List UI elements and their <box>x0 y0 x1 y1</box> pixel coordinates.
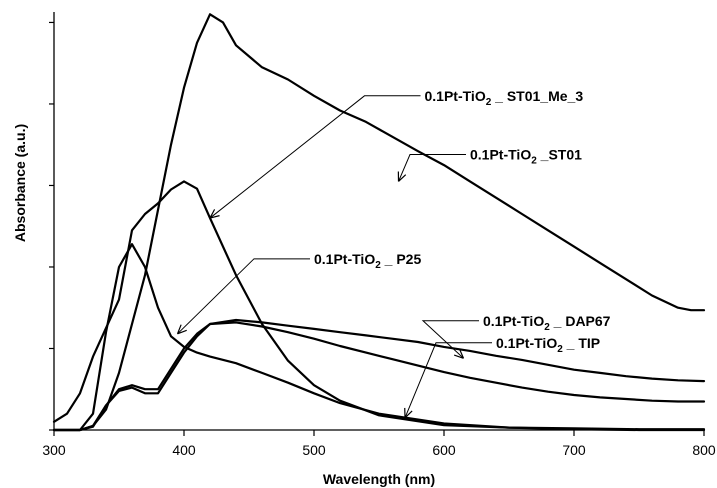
annotation-leader-1 <box>209 95 421 219</box>
annotation-arrowhead-1 <box>209 209 220 219</box>
series-label-5: 0.1Pt-TiO2 _ TIP <box>496 335 600 355</box>
series-label-1: 0.1Pt-TiO2 _ ST01_Me_3 <box>425 88 584 108</box>
x-tick-label: 800 <box>692 442 716 458</box>
series-line-3 <box>52 243 706 432</box>
series-line-1 <box>52 180 706 431</box>
annotation-arrowhead-2 <box>397 171 407 182</box>
series-line-4 <box>52 318 706 432</box>
annotation-leader-5 <box>404 342 492 418</box>
series-line-2 <box>52 13 706 432</box>
x-tick-label: 700 <box>562 442 586 458</box>
tick-layer: 300 400 500 600 700 800 <box>42 21 716 458</box>
annotation-leader-3 <box>177 258 310 335</box>
series-line-5 <box>52 321 706 432</box>
series-label-3: 0.1Pt-TiO2 _ P25 <box>314 251 421 271</box>
series-label-2: 0.1Pt-TiO2 _ST01 <box>470 146 582 166</box>
x-tick-label: 500 <box>302 442 326 458</box>
x-tick-label: 600 <box>432 442 456 458</box>
x-axis-title: Wavelength (nm) <box>323 471 435 487</box>
x-tick-label: 300 <box>42 442 66 458</box>
annotation-arrowhead-3 <box>176 324 187 335</box>
annotation-arrowhead-4 <box>453 348 465 359</box>
axes <box>53 12 704 431</box>
annotation-leader-4 <box>421 320 479 359</box>
annotation-layer: 0.1Pt-TiO2 _ ST01_Me_3 0.1Pt-TiO2 _ST01 0.… <box>176 88 611 419</box>
series-layer <box>52 13 706 432</box>
series-label-4: 0.1Pt-TiO2 _ DAP67 <box>483 313 611 333</box>
annotation-leader-2 <box>398 153 466 182</box>
x-tick-label: 400 <box>172 442 196 458</box>
annotation-arrowhead-5 <box>404 407 413 419</box>
y-axis-title: Absorbance (a.u.) <box>12 124 28 242</box>
